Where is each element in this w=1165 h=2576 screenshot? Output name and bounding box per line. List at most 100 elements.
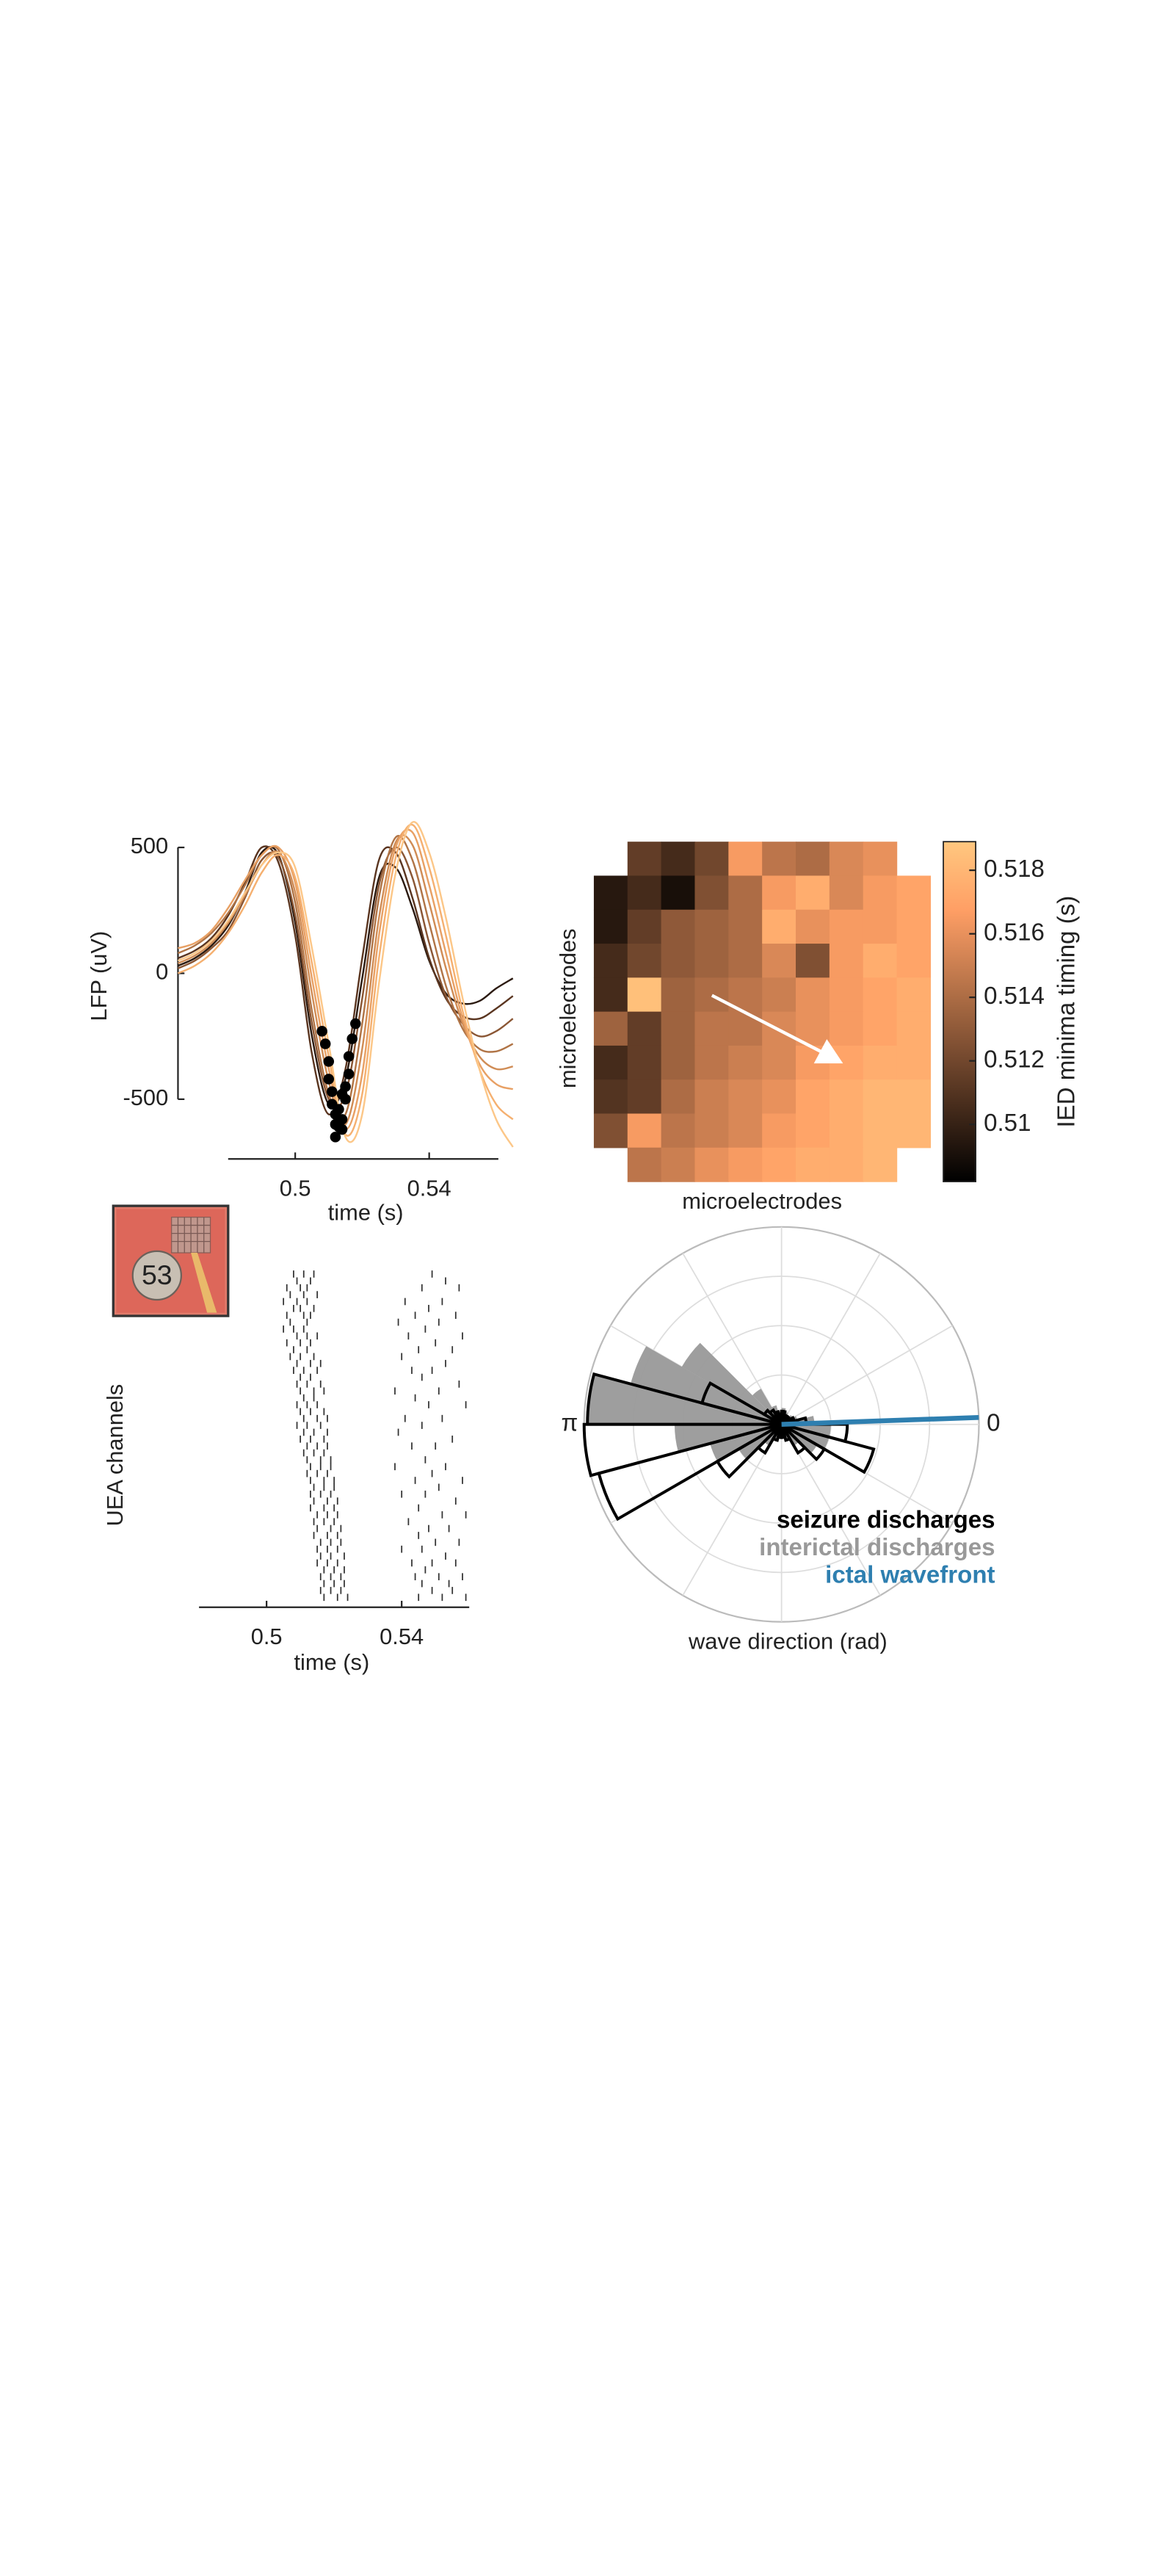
heatmap-cell [661,1113,696,1148]
y-axis-label: LFP (uV) [86,931,112,1021]
legend-entry: interictal discharges [759,1534,995,1561]
theta-tick-label: 0 [987,1409,1000,1436]
heatmap-cell [593,977,628,1013]
direction-bin [681,1342,782,1425]
lfp-trace [177,834,513,1126]
heatmap-cell [762,977,796,1013]
inset-coin [131,1250,182,1301]
heatmap-cell [627,1147,662,1182]
heatmap-cell [829,944,864,979]
direction-bin [756,1423,783,1455]
heatmap-cell [796,842,830,877]
y-tick-label: 0 [156,959,168,985]
heatmap-cell [829,842,864,877]
heatmap-cell [863,977,898,1013]
direction-bin [780,1416,796,1426]
heatmap-cell [661,875,696,911]
heatmap-cell [863,875,898,911]
heatmap-cell [762,1147,796,1182]
heatmap-cell [627,1079,662,1115]
y-tick-label: -500 [123,1085,168,1110]
colorbar-label: IED minima timing (s) [1053,896,1080,1128]
legend-entry: ictal wavefront [825,1562,995,1589]
inset-array [170,1216,211,1253]
heatmap-cell [694,909,729,944]
colorbar-tick-label: 0.514 [984,983,1045,1010]
theta-grid [780,1253,881,1425]
lfp-trace [177,821,514,1148]
lfp-trace [178,828,514,1131]
heatmap-cell [896,909,932,944]
heatmap-cell [829,1147,864,1182]
heatmap-cell [627,875,662,911]
heatmap-cell [593,1079,628,1115]
heatmap-cell [728,944,763,979]
heatmap-cell [694,1113,729,1148]
heatmap-cell [863,1011,898,1046]
minimum-dot [323,1074,335,1085]
colorbar-tick-label: 0.512 [984,1046,1045,1073]
heatmap-cell [863,1147,898,1182]
heatmap-cell [694,875,729,911]
heatmap-cell [694,1079,729,1115]
heatmap-cell [694,1147,729,1182]
theta-grid [781,1325,953,1425]
heatmap-cell [627,1045,662,1080]
wave-arrow [711,994,843,1064]
inset-wire [191,1253,217,1313]
x-tick-label: 0.5 [251,1624,283,1649]
heatmap-cell [661,1079,696,1115]
x-axis-label: wave direction (rad) [688,1628,888,1654]
direction-bin [771,1423,783,1442]
heatmap-cell [863,1113,898,1148]
heatmap-cell [627,977,662,1013]
heatmap-cell [694,1045,729,1080]
heatmap-cell [762,909,796,944]
legend-entry: seizure discharges [777,1507,995,1534]
heatmap-cell [593,909,628,944]
minimum-dot [323,1056,335,1067]
heatmap-cell [627,1113,662,1148]
x-tick-label: 0.54 [380,1624,424,1649]
y-tick-label: 500 [131,833,168,858]
heatmap-cell [593,1045,628,1080]
minimum-dot [319,1038,331,1049]
minimum-dot [330,1132,341,1143]
wavefront-line [781,1415,979,1428]
minimum-dot [336,1124,348,1135]
minimum-dot [316,1026,327,1037]
heatmap-cell [728,842,763,877]
theta-grid [682,1253,783,1425]
direction-bin [597,1422,783,1522]
colorbar-tick-label: 0.516 [984,919,1045,946]
heatmap-cell [593,1011,628,1046]
heatmap-cell [896,944,932,979]
heatmap-cell [896,1045,932,1080]
heatmap-cell [762,944,796,979]
heatmap-cell [796,875,830,911]
direction-bin [780,1409,787,1425]
heatmap-cell [728,1113,763,1148]
heatmap-cell [728,1079,763,1115]
heatmap-cell [863,944,898,979]
heatmap-cell [896,875,932,911]
heatmap-cell [829,1079,864,1115]
inset-photo [112,1204,230,1317]
heatmap-cell [762,1045,796,1080]
y-axis-label: UEA channels [102,1384,128,1527]
heatmap-cell [796,1147,830,1182]
heatmap-cell [627,1011,662,1046]
heatmap-cell [694,842,729,877]
y-axis-label: microelectrodes [555,928,581,1088]
heatmap-cell [728,1045,763,1080]
heatmap-cell [896,1079,932,1115]
heatmap-cell [896,1113,932,1148]
heatmap-cell [829,1011,864,1046]
heatmap-cell [627,909,662,944]
heatmap-cell [762,842,796,877]
heatmap-cell [829,875,864,911]
heatmap-cell [863,1045,898,1080]
heatmap-cell [896,1011,932,1046]
heatmap-cell [694,977,729,1013]
